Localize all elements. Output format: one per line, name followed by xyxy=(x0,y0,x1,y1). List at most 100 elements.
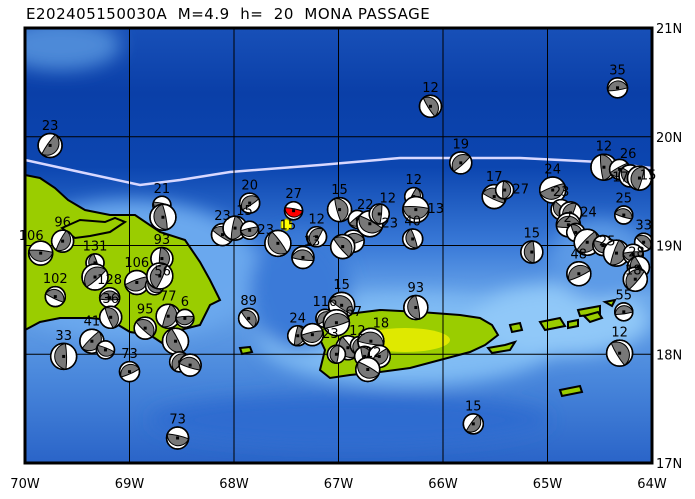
focal-mechanism[interactable] xyxy=(401,228,424,250)
focal-mechanism[interactable] xyxy=(81,263,109,291)
y-tick-label: 20N xyxy=(656,131,682,146)
depth-label: 36 xyxy=(102,292,119,307)
focal-mechanism[interactable] xyxy=(27,240,54,266)
focal-mechanism[interactable] xyxy=(149,203,177,231)
depth-label: 15 xyxy=(640,168,657,183)
p-axis-marker xyxy=(414,208,418,212)
focal-mechanism[interactable] xyxy=(402,195,430,224)
focal-mechanism[interactable] xyxy=(520,240,544,264)
focal-mechanism[interactable] xyxy=(326,196,353,223)
depth-label: 93 xyxy=(408,281,425,296)
p-axis-marker xyxy=(459,161,463,165)
y-tick-label: 17N xyxy=(656,457,682,472)
p-axis-marker xyxy=(143,326,147,330)
focal-mechanism[interactable] xyxy=(538,176,567,204)
focal-mechanism[interactable] xyxy=(494,180,515,200)
focal-mechanism[interactable] xyxy=(605,339,634,367)
y-tick-label: 21N xyxy=(656,22,682,37)
focal-mechanism[interactable] xyxy=(49,342,78,371)
depth-label: 12 xyxy=(308,212,325,227)
focal-mechanism[interactable] xyxy=(614,302,634,322)
p-axis-marker xyxy=(108,296,112,300)
p-axis-marker xyxy=(338,208,342,212)
p-axis-marker xyxy=(631,252,635,256)
p-axis-marker xyxy=(622,213,626,217)
focal-mechanism[interactable] xyxy=(161,327,190,355)
depth-label: 15 xyxy=(524,227,541,242)
depth-label: 27 xyxy=(512,183,529,198)
focal-mechanism[interactable] xyxy=(175,308,195,329)
focal-mechanism[interactable] xyxy=(239,220,260,241)
land-anegada xyxy=(602,298,617,308)
depth-label: 15 xyxy=(280,219,297,234)
focal-mechanism[interactable] xyxy=(118,360,141,383)
depth-label: 27 xyxy=(285,187,302,202)
p-axis-marker xyxy=(296,334,300,338)
p-axis-marker xyxy=(363,354,367,358)
depth-label: 73 xyxy=(121,347,138,362)
focal-mechanism[interactable] xyxy=(355,356,381,383)
p-axis-marker xyxy=(292,209,296,213)
land-virgin-gorda xyxy=(582,310,604,324)
depth-label: 25 xyxy=(599,235,616,250)
epicenter-marker[interactable] xyxy=(280,218,292,232)
p-axis-marker xyxy=(377,354,381,358)
p-axis-marker xyxy=(369,339,373,343)
focal-mechanism[interactable] xyxy=(329,233,356,260)
map-frame xyxy=(23,26,654,465)
depth-label: 41 xyxy=(84,315,101,330)
focal-mechanism[interactable] xyxy=(44,285,67,308)
depth-label: 28 xyxy=(628,246,645,261)
depth-label: 23 xyxy=(382,216,399,231)
focal-mechanism[interactable] xyxy=(98,305,123,330)
p-axis-marker xyxy=(530,250,534,254)
focal-mechanism[interactable] xyxy=(326,344,347,364)
p-axis-marker xyxy=(368,222,372,226)
focal-mechanism[interactable] xyxy=(622,266,649,292)
focal-mechanism[interactable] xyxy=(155,303,181,329)
focal-mechanism[interactable] xyxy=(291,245,315,270)
p-axis-marker xyxy=(614,251,618,255)
depth-label: 12 xyxy=(380,192,397,207)
focal-mechanism[interactable] xyxy=(37,132,63,159)
depth-label: 12 xyxy=(365,346,382,361)
focal-mechanism[interactable] xyxy=(602,239,631,267)
p-axis-marker xyxy=(618,167,622,171)
focal-mechanism[interactable] xyxy=(237,307,260,330)
p-axis-marker xyxy=(103,348,107,352)
focal-mechanism[interactable] xyxy=(264,229,292,258)
focal-mechanism[interactable] xyxy=(566,261,592,287)
focal-mechanism[interactable] xyxy=(305,226,328,248)
focal-mechanism[interactable] xyxy=(133,316,157,340)
p-axis-marker xyxy=(301,255,305,259)
focal-mechanism[interactable] xyxy=(614,205,634,225)
focal-mechanism[interactable] xyxy=(178,353,202,377)
p-axis-marker xyxy=(492,195,496,199)
p-axis-marker xyxy=(618,351,622,355)
main-event-mechanism[interactable] xyxy=(283,200,304,221)
focal-mechanism[interactable] xyxy=(165,426,190,450)
p-axis-marker xyxy=(158,274,162,278)
focal-mechanism[interactable] xyxy=(418,94,443,119)
focal-mechanism[interactable] xyxy=(403,294,429,321)
p-axis-marker xyxy=(93,275,97,279)
focal-mechanism[interactable] xyxy=(238,192,261,214)
depth-label: 12 xyxy=(349,324,366,339)
depth-label: 23 xyxy=(214,209,231,224)
focal-mechanism[interactable] xyxy=(449,151,473,175)
p-axis-marker xyxy=(551,188,555,192)
focal-mechanism[interactable] xyxy=(462,413,485,435)
p-axis-marker xyxy=(61,239,65,243)
focal-mechanism[interactable] xyxy=(606,77,629,99)
focal-mechanism[interactable] xyxy=(95,340,116,360)
focal-mechanism[interactable] xyxy=(322,308,351,337)
p-axis-marker xyxy=(276,241,280,245)
focal-mechanism[interactable] xyxy=(300,322,325,347)
focal-mechanism[interactable] xyxy=(124,269,150,296)
focal-mechanism[interactable] xyxy=(368,203,391,225)
p-axis-marker xyxy=(173,339,177,343)
focal-mechanism[interactable] xyxy=(146,262,174,290)
p-axis-marker xyxy=(411,237,415,241)
focal-mechanism[interactable] xyxy=(50,229,75,253)
